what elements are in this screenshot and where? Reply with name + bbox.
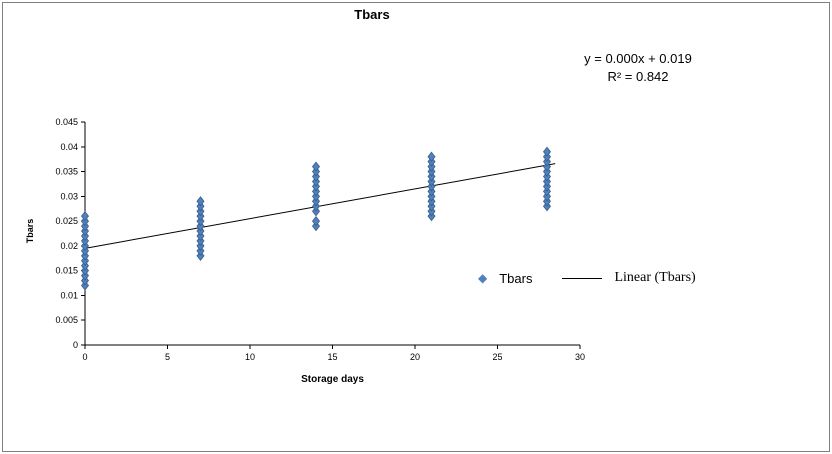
x-tick-label: 30 xyxy=(575,352,585,362)
legend-item-tbars: ◆ Tbars xyxy=(478,271,532,286)
legend: ◆ Tbars Linear (Tbars) xyxy=(478,270,696,286)
y-tick-label: 0.005 xyxy=(55,315,78,325)
x-tick-label: 10 xyxy=(245,352,255,362)
equation-text: y = 0.000x + 0.019 xyxy=(584,51,692,66)
y-tick-label: 0.03 xyxy=(60,191,78,201)
x-tick-label: 25 xyxy=(492,352,502,362)
y-tick-label: 0.015 xyxy=(55,266,78,276)
y-tick-label: 0.035 xyxy=(55,167,78,177)
diamond-marker-icon: ◆ xyxy=(478,271,488,285)
x-tick-label: 15 xyxy=(327,352,337,362)
r-squared-text: R² = 0.842 xyxy=(607,69,669,85)
x-tick-label: 5 xyxy=(165,352,170,362)
y-tick-label: 0.04 xyxy=(60,142,78,152)
data-point-marker xyxy=(80,211,90,222)
data-point-marker xyxy=(427,151,436,162)
y-tick-label: 0.02 xyxy=(60,241,78,251)
chart-title: Tbars xyxy=(354,7,390,22)
data-point-marker xyxy=(196,196,205,207)
y-tick-label: 0.025 xyxy=(55,216,78,226)
y-tick-label: 0.045 xyxy=(55,117,78,127)
line-marker-icon xyxy=(562,277,603,279)
x-axis-title: Storage days xyxy=(301,374,364,385)
legend-item-linear: Linear (Tbars) xyxy=(562,270,696,286)
y-tick-label: 0 xyxy=(73,340,78,350)
trendline xyxy=(84,163,556,249)
legend-label-tbars: Tbars xyxy=(499,270,533,286)
data-point-marker xyxy=(311,215,321,227)
x-tick-label: 0 xyxy=(82,352,87,362)
y-tick-label: 0.01 xyxy=(60,290,78,300)
data-point-marker xyxy=(542,146,552,157)
data-point-marker xyxy=(311,161,321,172)
trendline-annotation: y = 0.000x + 0.019 R² = 0.842 xyxy=(548,50,728,86)
x-tick-label: 20 xyxy=(410,352,420,362)
legend-label-linear: Linear (Tbars) xyxy=(614,270,696,285)
